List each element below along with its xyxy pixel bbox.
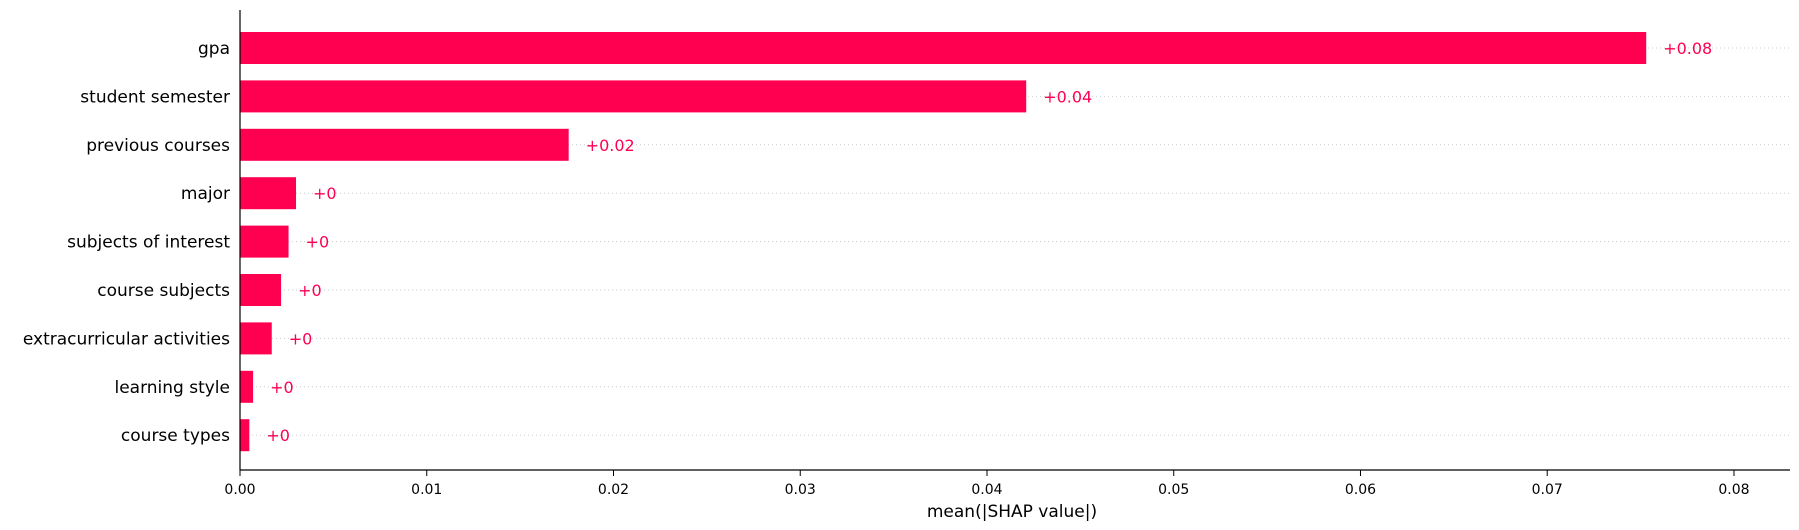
category-label: subjects of interest [67,233,230,253]
bar-learning-style [240,370,254,403]
category-labels: gpa student semester previous courses major… [23,39,230,446]
category-label: previous courses [86,136,230,156]
x-tick-label: 0.08 [1718,482,1749,498]
x-tick-label: 0.05 [1158,482,1189,498]
value-label: +0.02 [586,136,635,155]
axes [239,10,1790,471]
bar-subjects-of-interest [240,225,289,258]
category-label: course subjects [97,281,230,301]
value-label: +0 [313,184,337,203]
bar-extracurricular-activities [240,322,272,355]
value-label: +0 [289,329,313,348]
category-label: extracurricular activities [23,329,230,349]
value-label: +0.08 [1663,39,1712,58]
value-label: +0 [298,281,322,300]
x-tick-label: 0.02 [598,482,629,498]
bar-course-types [240,419,250,452]
value-labels: +0.08 +0.04 +0.02 +0 +0 +0 +0 +0 +0 [266,39,1712,445]
value-label: +0.04 [1043,87,1092,106]
bars [240,32,1647,452]
x-tick-label: 0.07 [1532,482,1563,498]
x-ticks: 0.00 0.01 0.02 0.03 0.04 0.05 0.06 0.07 0.08 [224,470,1750,498]
bar-student-semester [240,80,1027,113]
category-label: major [181,184,230,204]
bar-gpa [240,32,1647,64]
bar-previous-courses [240,128,569,161]
x-tick-label: 0.00 [224,482,255,498]
x-axis-title: mean(|SHAP value|) [927,502,1097,522]
x-tick-label: 0.04 [971,482,1002,498]
category-label: gpa [198,39,230,59]
category-label: student semester [80,87,230,107]
x-tick-label: 0.06 [1345,482,1376,498]
value-label: +0 [266,426,290,445]
bar-course-subjects [240,274,282,306]
x-tick-label: 0.01 [411,482,442,498]
value-label: +0 [270,378,294,397]
category-label: learning style [114,378,230,398]
bar-major [240,177,297,210]
value-label: +0 [306,233,330,252]
category-label: course types [121,426,230,446]
x-tick-label: 0.03 [785,482,816,498]
